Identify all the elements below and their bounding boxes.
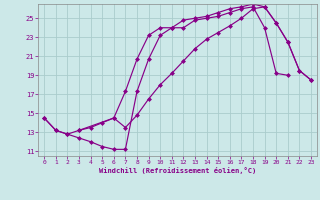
X-axis label: Windchill (Refroidissement éolien,°C): Windchill (Refroidissement éolien,°C) (99, 167, 256, 174)
